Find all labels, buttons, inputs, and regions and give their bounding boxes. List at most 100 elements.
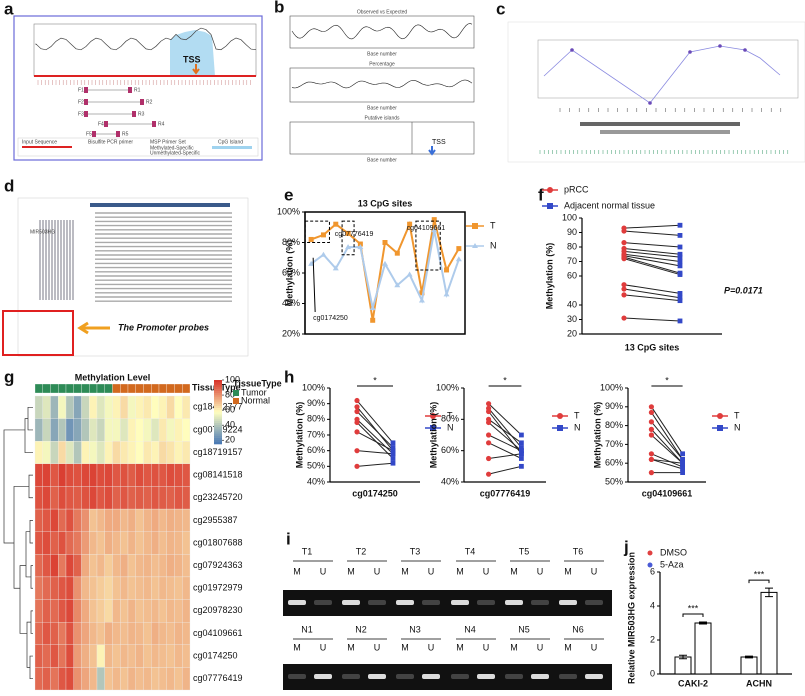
point	[680, 457, 685, 462]
sample-label: T6	[573, 546, 584, 556]
primer-f	[84, 99, 88, 105]
sample-label: N4	[464, 624, 476, 634]
dendrogram	[30, 565, 33, 589]
pair-line	[623, 288, 681, 299]
pair-line	[623, 294, 681, 302]
heatmap-cell	[81, 441, 90, 464]
heatmap-cell	[112, 508, 121, 532]
heatmap-title: Methylation Level	[75, 372, 151, 382]
heatmap-cell	[174, 667, 183, 691]
pair-line	[623, 242, 681, 248]
heatmap-cell	[89, 395, 98, 419]
point	[370, 317, 376, 323]
axis-label: Base number	[367, 51, 397, 57]
heatmap-cell	[151, 486, 160, 510]
primer-label: F2	[78, 99, 84, 105]
point	[621, 315, 627, 321]
heatmap-cell	[112, 622, 121, 645]
heatmap-cell	[96, 486, 105, 510]
band	[505, 600, 523, 605]
band	[531, 600, 549, 605]
pair-line	[623, 255, 681, 267]
heatmap-cell	[166, 508, 175, 532]
plot-area	[537, 39, 799, 99]
point	[486, 455, 492, 462]
heatmap-cell	[166, 441, 175, 464]
heatmap-cell	[135, 599, 144, 623]
point	[390, 460, 396, 466]
heatmap-cell	[112, 644, 121, 668]
primer-r	[128, 87, 132, 93]
heatmap-cell	[143, 644, 152, 668]
legend-label: N	[490, 240, 497, 250]
pair-line	[488, 453, 522, 459]
dendrogram	[29, 520, 33, 544]
significance: *	[373, 375, 377, 385]
column-annotation	[127, 383, 136, 394]
heatmap-cell	[120, 667, 129, 691]
lane-label: M	[347, 642, 355, 652]
heatmap-cell	[96, 531, 105, 555]
row-label: cg07924363	[193, 560, 243, 570]
heatmap-cell	[50, 418, 59, 442]
chart-title: 13 CpG sites	[358, 198, 413, 208]
point	[621, 292, 627, 298]
colorbar-label: 100	[225, 374, 240, 384]
point	[648, 419, 655, 425]
colorbar-label: 20	[225, 435, 235, 445]
heatmap-cell	[127, 554, 136, 578]
heatmap-cell	[81, 576, 90, 600]
heatmap-cell	[104, 486, 113, 510]
colorbar-cell	[214, 422, 222, 426]
column-annotation	[151, 383, 160, 394]
point	[486, 432, 492, 438]
legend-label: 5-Aza	[660, 559, 684, 569]
point	[519, 456, 524, 461]
heatmap-cell	[182, 486, 191, 510]
heatmap-cell	[127, 576, 136, 600]
heatmap-cell	[127, 486, 136, 510]
heatmap-cell	[112, 463, 121, 487]
y-tick-label: 100%	[436, 382, 459, 392]
heatmap-cell	[34, 395, 43, 419]
colorbar-cell	[214, 418, 222, 421]
colorbar-cell	[214, 397, 222, 400]
plot-title: Percentage	[369, 61, 395, 67]
y-tick-label: 40%	[441, 476, 459, 486]
y-axis-label: Methylation (%)	[294, 402, 304, 469]
y-tick-label: 50%	[605, 476, 623, 486]
heatmap-cell	[112, 576, 121, 600]
y-tick-label: 80%	[441, 414, 459, 424]
pair-line	[356, 400, 394, 444]
heatmap-cell	[58, 418, 67, 442]
heatmap-cell	[112, 531, 121, 555]
panel-label: h	[284, 367, 294, 386]
point	[648, 409, 655, 416]
legend-swatch	[547, 187, 553, 193]
lane-label: U	[374, 642, 381, 652]
heatmap-cell	[58, 395, 67, 419]
tss-label: TSS	[432, 139, 446, 146]
pair-line	[650, 406, 684, 455]
heatmap-cell	[89, 418, 98, 442]
callout-label: The Promoter probes	[118, 322, 209, 332]
heatmap-cell	[158, 418, 167, 442]
point	[345, 244, 352, 250]
sample-label: N2	[355, 624, 367, 634]
legend-label: T	[447, 410, 453, 420]
heatmap-cell	[50, 644, 59, 668]
heatmap-cell	[96, 441, 105, 464]
heatmap-cell	[120, 463, 129, 487]
heatmap-cell	[50, 599, 59, 623]
heatmap-cell	[158, 667, 167, 691]
bar	[674, 656, 692, 675]
legend-title: TissueType	[233, 378, 282, 388]
point	[486, 401, 492, 407]
legend-label: Bisulfite PCR primer	[88, 139, 133, 145]
y-axis-label: Methylation (%)	[592, 402, 602, 469]
heatmap-cell	[58, 667, 67, 691]
heatmap-cell	[143, 554, 152, 578]
pair-line	[623, 284, 681, 294]
y-tick-label: 60%	[282, 267, 300, 277]
row-label: cg01972979	[193, 583, 243, 593]
